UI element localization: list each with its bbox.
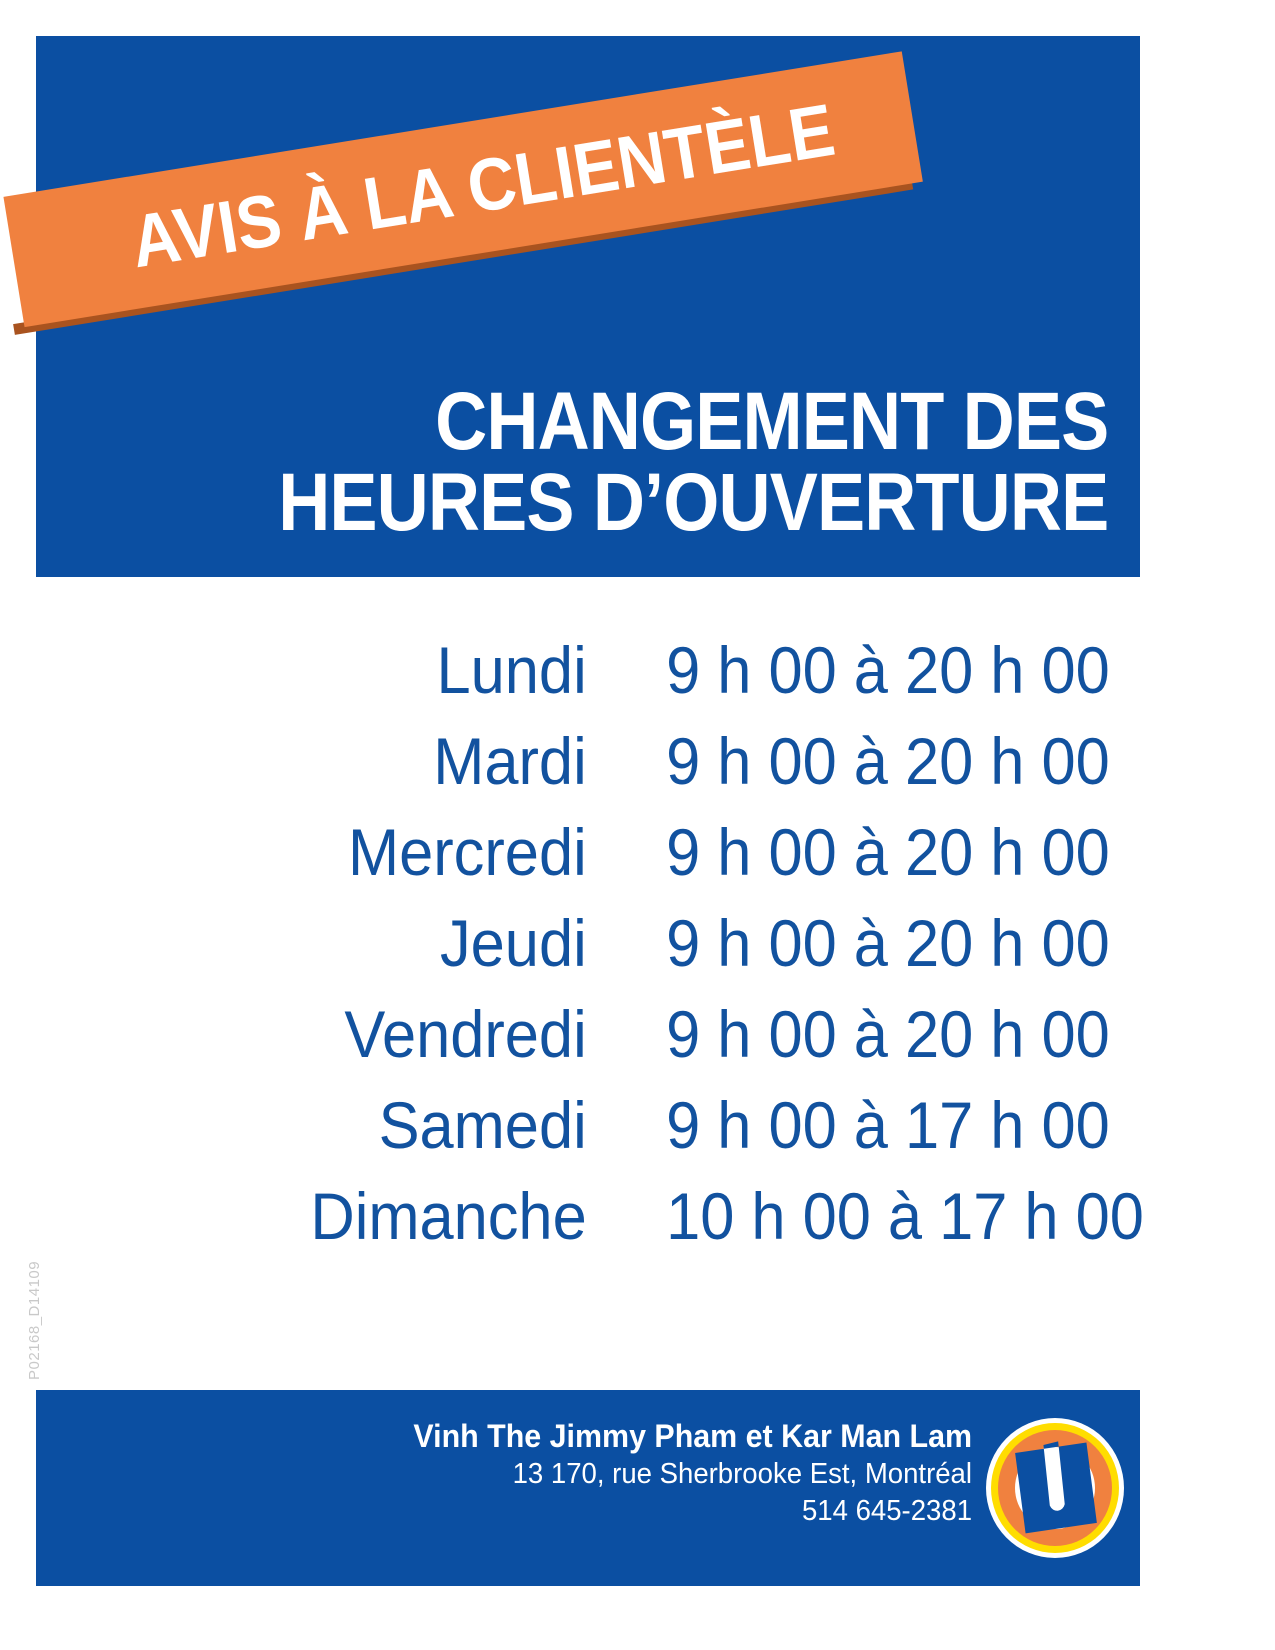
day-label: Jeudi [439, 906, 587, 980]
document-reference-code-text: P02168_D14109 [26, 1260, 43, 1380]
header-panel: CHANGEMENT DES HEURES D’OUVERTURE [36, 36, 1140, 577]
page-title: CHANGEMENT DES HEURES D’OUVERTURE [277, 375, 1109, 548]
day-label: Lundi [436, 633, 587, 707]
uniprix-u-logo [986, 1418, 1124, 1558]
time-value: 9 h 00 à 20 h 00 [666, 724, 1110, 798]
table-row: Mercredi 9 h 00 à 20 h 00 [0, 814, 1140, 905]
merchant-name: Vinh The Jimmy Pham et Kar Man Lam [413, 1418, 972, 1454]
time-value: 9 h 00 à 20 h 00 [666, 815, 1110, 889]
time-value: 9 h 00 à 20 h 00 [666, 633, 1110, 707]
headline-line-2: HEURES D’OUVERTURE [277, 456, 1109, 548]
merchant-address: 13 170, rue Sherbrooke Est, Montréal [512, 1457, 972, 1490]
table-row: Vendredi 9 h 00 à 20 h 00 [0, 996, 1140, 1087]
table-row: Dimanche 10 h 00 à 17 h 00 [0, 1178, 1144, 1269]
time-value: 9 h 00 à 20 h 00 [666, 906, 1110, 980]
time-value: 10 h 00 à 17 h 00 [666, 1179, 1144, 1253]
day-label: Dimanche [310, 1179, 587, 1253]
merchant-phone: 514 645-2381 [801, 1495, 972, 1528]
logo-letter-u [1015, 1441, 1097, 1534]
day-label: Vendredi [344, 997, 587, 1071]
day-label: Samedi [378, 1088, 587, 1162]
opening-hours-table: Lundi 9 h 00 à 20 h 00 Mardi 9 h 00 à 20… [0, 632, 1144, 1269]
table-row: Jeudi 9 h 00 à 20 h 00 [0, 905, 1140, 996]
day-label: Mardi [433, 724, 587, 798]
time-value: 9 h 00 à 20 h 00 [666, 997, 1110, 1071]
day-label: Mercredi [347, 815, 587, 889]
table-row: Lundi 9 h 00 à 20 h 00 [0, 632, 1140, 723]
document-reference-code: P02168_D14109 [24, 1188, 194, 1380]
table-row: Samedi 9 h 00 à 17 h 00 [0, 1087, 1140, 1178]
merchant-info: Vinh The Jimmy Pham et Kar Man Lam 13 17… [384, 1418, 972, 1531]
footer-panel: Vinh The Jimmy Pham et Kar Man Lam 13 17… [36, 1390, 1140, 1586]
table-row: Mardi 9 h 00 à 20 h 00 [0, 723, 1140, 814]
time-value: 9 h 00 à 17 h 00 [666, 1088, 1110, 1162]
headline-line-1: CHANGEMENT DES [434, 375, 1109, 467]
